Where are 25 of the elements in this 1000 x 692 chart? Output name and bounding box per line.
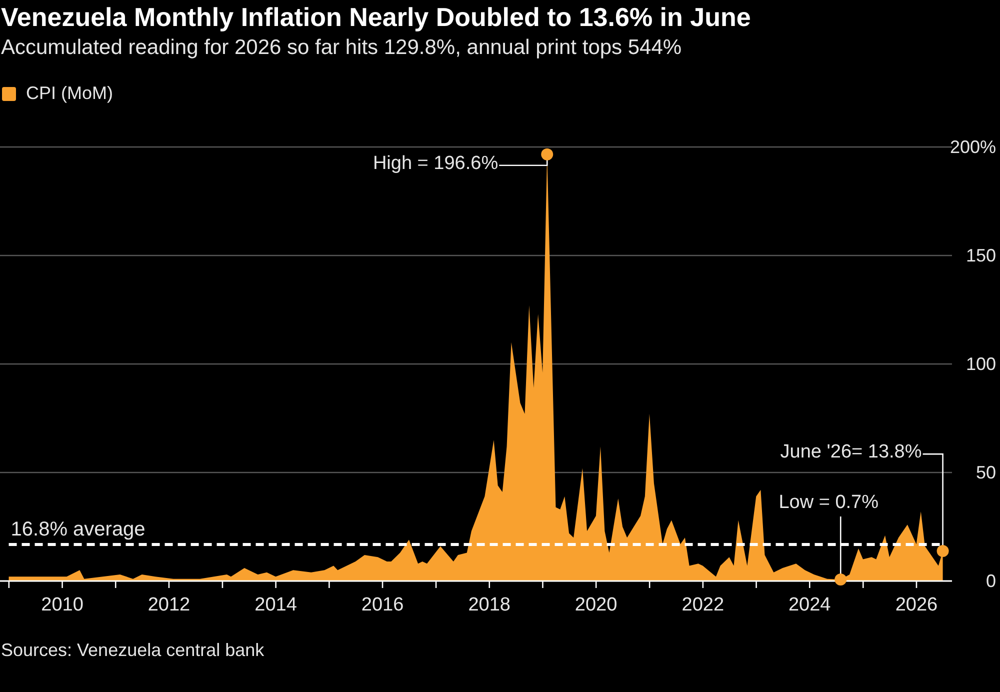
- point: [541, 148, 554, 160]
- x-tick-label: 2018: [468, 594, 511, 616]
- y-tick-label: 150: [966, 246, 996, 266]
- x-tick-label: 2022: [682, 594, 724, 616]
- x-tick-label: 2020: [574, 594, 618, 616]
- annotation: High = 196.6%: [372, 152, 498, 174]
- legend-label: CPI (MoM): [26, 83, 113, 104]
- ref-line-label: 16.8% average: [10, 518, 146, 541]
- x-tick-label: 2016: [361, 594, 404, 616]
- point: [834, 573, 847, 586]
- y-tick-label: 200%: [950, 137, 996, 157]
- x-tick-label: 2014: [254, 594, 298, 616]
- x-tick-label: 2012: [148, 594, 190, 616]
- chart-subtitle: Accumulated reading for 2026 so far hits 129.8%, annual print tops 544%: [1, 35, 682, 61]
- annotation: June '26= 13.8%: [780, 442, 922, 463]
- x-tick-label: 2026: [895, 594, 938, 616]
- chart-title: Venezuela Monthly Inflation Nearly Doubled to 13.6% in June: [1, 2, 751, 32]
- y-tick-label: 100: [966, 354, 996, 374]
- source-note: Sources: Venezuela central bank: [1, 640, 264, 661]
- y-tick-label: 50: [976, 462, 996, 482]
- x-tick-label: 2010: [41, 594, 84, 616]
- x-tick-label: 2024: [788, 594, 832, 616]
- annotation: Low = 0.7%: [778, 492, 879, 513]
- point: [936, 545, 949, 558]
- y-tick-label: 0: [986, 571, 996, 591]
